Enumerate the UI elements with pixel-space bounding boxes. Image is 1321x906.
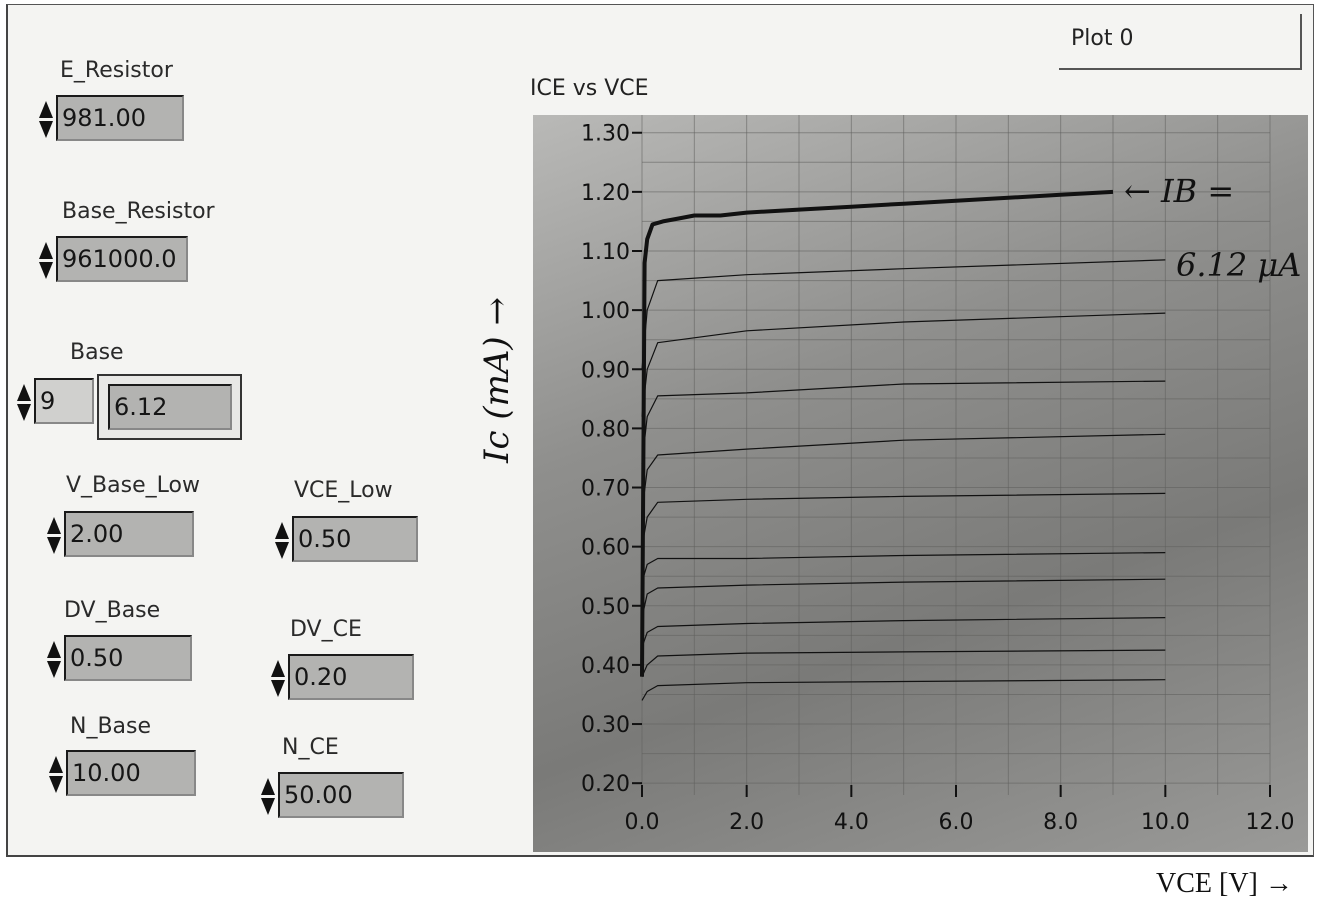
spin-arrows-icon[interactable] <box>274 520 290 562</box>
y-axis-handwritten-label: Ic (mA) → <box>462 248 532 518</box>
y-tick-label: 0.20 <box>581 772 630 797</box>
dv-base-label: DV_Base <box>64 598 161 623</box>
spin-arrows-icon[interactable] <box>38 240 54 282</box>
y-tick-label: 1.20 <box>581 181 630 206</box>
plot-legend[interactable]: Plot 0 <box>1059 14 1302 70</box>
base-resistor-input[interactable]: 961000.0 <box>56 236 188 282</box>
n-base-input[interactable]: 10.00 <box>66 750 196 796</box>
v-base-low-input[interactable]: 2.00 <box>64 511 194 557</box>
x-axis-caption: VCE [V] → <box>1156 868 1293 899</box>
series-line <box>641 552 1166 583</box>
spin-arrows-icon[interactable] <box>46 515 62 557</box>
spin-arrows-icon[interactable] <box>48 754 64 796</box>
n-base-control[interactable]: 10.00 <box>48 750 198 798</box>
base-value-frame: 6.12 <box>97 374 242 440</box>
spin-arrows-icon[interactable] <box>38 99 54 141</box>
v-base-low-control[interactable]: 2.00 <box>46 511 196 559</box>
ib-annotation-line1: ← IB = <box>1124 172 1235 210</box>
spin-arrows-icon[interactable] <box>16 382 32 424</box>
e-resistor-input[interactable]: 981.00 <box>56 95 184 141</box>
y-axis-handwritten-text: Ic (mA) → <box>477 297 517 463</box>
y-tick-label: 1.10 <box>581 240 630 265</box>
series-line <box>641 312 1166 417</box>
dv-ce-control[interactable]: 0.20 <box>270 654 416 702</box>
n-ce-input[interactable]: 50.00 <box>278 772 404 818</box>
spin-arrows-icon[interactable] <box>260 776 276 818</box>
e-resistor-control[interactable]: 981.00 <box>38 95 186 143</box>
n-base-label: N_Base <box>70 714 152 739</box>
y-tick-label: 0.30 <box>581 713 630 738</box>
series-line <box>641 259 1166 370</box>
spin-arrows-icon[interactable] <box>270 658 286 700</box>
e-resistor-label: E_Resistor <box>60 58 173 83</box>
y-tick-label: 0.60 <box>581 536 630 561</box>
y-tick-label: 1.30 <box>581 122 630 147</box>
vce-low-input[interactable]: 0.50 <box>292 516 418 562</box>
n-ce-label: N_CE <box>282 735 339 760</box>
x-tick-label: 12.0 <box>1246 810 1295 835</box>
y-tick-label: 1.00 <box>581 299 630 324</box>
ice-vs-vce-chart: 1.30 1.20 1.10 1.00 0.90 0.80 0.70 0.60 0.50 0.40… <box>581 115 1295 835</box>
series-line <box>641 578 1166 618</box>
x-tick-label: 8.0 <box>1043 810 1078 835</box>
n-ce-control[interactable]: 50.00 <box>260 772 406 820</box>
series-line-highlight <box>640 189 1114 677</box>
ib-annotation-line2: 6.12 μA <box>1176 246 1302 284</box>
x-tick-label: 6.0 <box>939 810 974 835</box>
base-index-control[interactable]: 9 <box>16 378 96 426</box>
series-line <box>641 492 1166 547</box>
base-index-input[interactable]: 9 <box>34 378 94 424</box>
series-line <box>641 380 1166 464</box>
y-tick-label: 0.90 <box>581 358 630 383</box>
base-resistor-control[interactable]: 961000.0 <box>38 236 190 284</box>
series-line <box>641 679 1166 701</box>
plot-legend-label: Plot 0 <box>1071 26 1134 51</box>
y-tick-label: 0.50 <box>581 595 630 620</box>
y-tick-label: 0.40 <box>581 654 630 679</box>
base-value-display: 6.12 <box>108 384 232 430</box>
series-line <box>641 433 1166 512</box>
x-tick-label: 10.0 <box>1141 810 1190 835</box>
series-line <box>641 617 1166 648</box>
x-tick-label: 0.0 <box>625 810 660 835</box>
v-base-low-label: V_Base_Low <box>66 473 200 498</box>
y-tick-label: 0.70 <box>581 477 630 502</box>
y-tick-label: 0.80 <box>581 417 630 442</box>
x-tick-label: 4.0 <box>834 810 869 835</box>
base-resistor-label: Base_Resistor <box>62 199 215 224</box>
plot-background <box>533 115 1308 852</box>
chart-title: ICE vs VCE <box>530 76 649 101</box>
dv-ce-input[interactable]: 0.20 <box>288 654 414 700</box>
spin-arrows-icon[interactable] <box>46 639 62 681</box>
dv-ce-label: DV_CE <box>290 617 362 642</box>
base-label: Base <box>70 340 124 365</box>
dv-base-control[interactable]: 0.50 <box>46 635 194 683</box>
dv-base-input[interactable]: 0.50 <box>64 635 192 681</box>
series-line <box>641 649 1166 677</box>
x-tick-label: 2.0 <box>729 810 764 835</box>
vce-low-label: VCE_Low <box>294 478 393 503</box>
vce-low-control[interactable]: 0.50 <box>274 516 420 564</box>
